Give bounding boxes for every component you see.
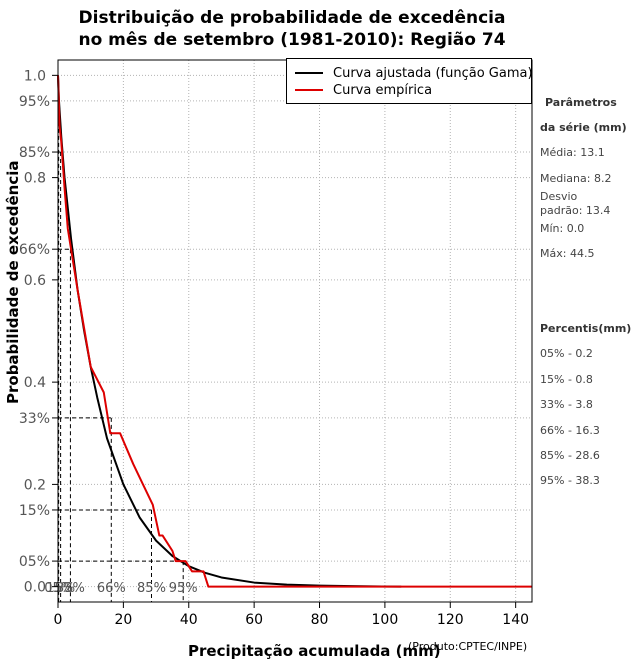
x-tick-label: 120 <box>437 612 464 628</box>
x-tick-label: 100 <box>372 612 399 628</box>
y-percent-tick-label: 33% <box>19 411 50 427</box>
percentile-item: 05% - 0.2 <box>540 347 593 360</box>
y-percent-tick-label: 15% <box>19 503 50 519</box>
y-tick-label: 0.4 <box>24 375 46 391</box>
chart-title-line1: Distribuição de probabilidade de excedên… <box>78 8 506 28</box>
percentile-label: 33% <box>56 581 85 596</box>
y-tick-label: 0.6 <box>24 273 46 289</box>
percentile-label: 85% <box>137 581 166 596</box>
x-tick-label: 40 <box>180 612 198 628</box>
legend: Curva ajustada (função Gama) Curva empír… <box>286 58 533 104</box>
percentile-item: 33% - 3.8 <box>540 398 593 411</box>
param-median: Mediana: 8.2 <box>540 172 612 185</box>
x-tick-label: 0 <box>54 612 63 628</box>
x-tick-label: 60 <box>245 612 263 628</box>
percentile-label: 66% <box>97 581 126 596</box>
legend-label-empirical: Curva empírica <box>333 82 433 98</box>
percentile-item: 66% - 16.3 <box>540 424 600 437</box>
fitted-curve-line <box>57 75 402 588</box>
y-percent-tick-label: 95% <box>19 94 50 110</box>
x-tick-label: 80 <box>311 612 329 628</box>
percentile-label: 95% <box>169 581 198 596</box>
param-min: Mín: 0.0 <box>540 222 585 235</box>
param-max: Máx: 44.5 <box>540 247 595 260</box>
percentiles-heading: Percentis(mm) <box>540 322 632 335</box>
percentile-label: 05% <box>44 581 73 596</box>
chart-title-line2: no mês de setembro (1981-2010): Região 7… <box>78 30 506 50</box>
params-heading-2: da série (mm) <box>540 121 627 134</box>
empirical-curve-line <box>57 75 532 588</box>
plot-frame <box>57 59 533 603</box>
param-stdev-line2: padrão: 13.4 <box>540 204 611 217</box>
y-tick-label: 0.8 <box>24 171 46 187</box>
legend-item-fitted: Curva ajustada (função Gama) <box>295 65 533 81</box>
legend-item-empirical: Curva empírica <box>295 82 432 98</box>
legend-label-fitted: Curva ajustada (função Gama) <box>333 65 533 81</box>
param-stdev-line1: Desvio <box>540 190 578 203</box>
y-percent-tick-label: 85% <box>19 145 50 161</box>
percentile-item: 95% - 38.3 <box>540 474 600 487</box>
params-heading-1: Parâmetros <box>545 96 617 109</box>
percentile-item: 15% - 0.8 <box>540 373 593 386</box>
y-tick-label: 1.0 <box>24 68 46 84</box>
param-mean: Média: 13.1 <box>540 146 605 159</box>
legend-swatch-empirical <box>295 89 323 91</box>
percentile-label: 15% <box>46 581 75 596</box>
percentile-item: 85% - 28.6 <box>540 449 600 462</box>
product-credit: (Produto:CPTEC/INPE) <box>408 640 528 653</box>
y-tick-label: 0.0 <box>24 580 46 596</box>
y-tick-label: 0.2 <box>24 477 46 493</box>
y-axis-label: Probabilidade de excedência <box>4 160 22 404</box>
y-percent-tick-label: 05% <box>19 554 50 570</box>
legend-swatch-fitted <box>295 72 323 74</box>
x-tick-label: 140 <box>502 612 529 628</box>
y-percent-tick-label: 66% <box>19 242 50 258</box>
x-axis-label: Precipitação acumulada (mm) <box>188 642 441 660</box>
x-tick-label: 20 <box>114 612 132 628</box>
